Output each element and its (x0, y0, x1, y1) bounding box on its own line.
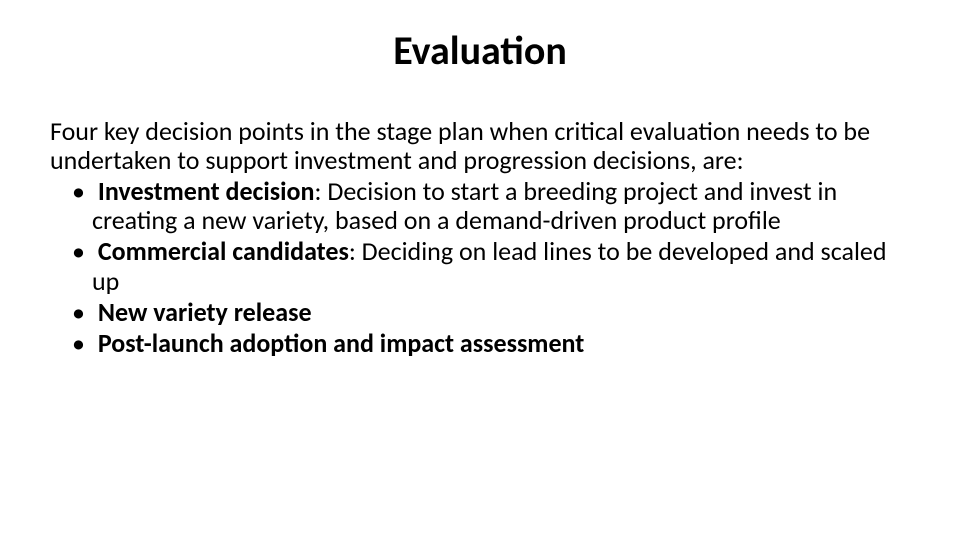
bullet-label: New variety release (98, 296, 312, 328)
list-item: New variety release (50, 298, 910, 327)
intro-paragraph: Four key decision points in the stage pl… (50, 117, 910, 175)
list-item: Post-launch adoption and impact assessme… (50, 329, 910, 358)
bullet-label: Post-launch adoption and impact assessme… (98, 327, 584, 359)
bullet-label: Commercial candidates (98, 235, 349, 267)
list-item: Investment decision: Decision to start a… (50, 177, 910, 235)
bullet-list: Investment decision: Decision to start a… (50, 177, 910, 358)
list-item: Commercial candidates: Deciding on lead … (50, 237, 910, 295)
slide-title: Evaluation (50, 26, 910, 75)
slide: Evaluation Four key decision points in t… (0, 0, 960, 540)
bullet-label: Investment decision (98, 175, 315, 207)
